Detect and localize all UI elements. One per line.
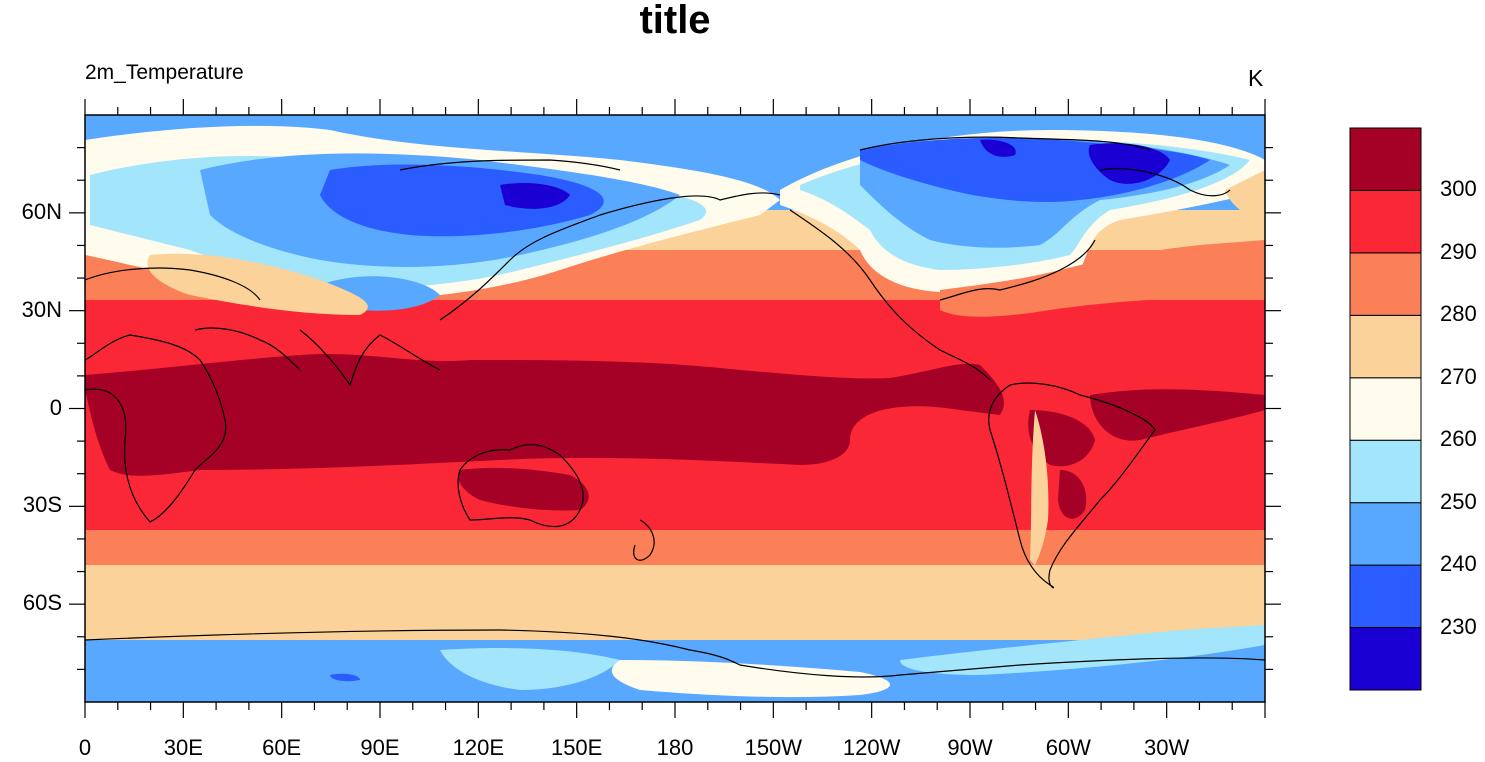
colorbar-label: 240 xyxy=(1440,551,1477,577)
lat-tick-label: 60N xyxy=(21,198,62,224)
lat-tick-label: 60S xyxy=(22,590,62,616)
lon-tick-label: 150E xyxy=(550,735,603,760)
axis-ticks xyxy=(69,99,1281,718)
colorbar-box xyxy=(1349,564,1422,629)
colorbar-box xyxy=(1349,502,1422,566)
lon-tick-label: 120E xyxy=(452,735,505,760)
colorbar-label: 300 xyxy=(1440,176,1477,202)
colorbar-box xyxy=(1349,314,1422,379)
lon-tick-label: 150W xyxy=(744,735,803,760)
colorbar xyxy=(1349,127,1422,691)
temperature-field xyxy=(85,115,1265,702)
lat-tick-label: 30N xyxy=(21,296,62,322)
colorbar-box xyxy=(1349,127,1422,191)
lon-tick-label: 90W xyxy=(947,735,993,760)
colorbar-label: 290 xyxy=(1440,238,1477,264)
colorbar-label: 250 xyxy=(1440,488,1477,514)
lat-tick-label: 0 xyxy=(49,394,62,420)
colorbar-label: 230 xyxy=(1440,613,1477,639)
lon-tick-label: 60E xyxy=(262,735,302,760)
colorbar-box xyxy=(1349,252,1422,316)
plot-title: title xyxy=(639,0,711,42)
lon-tick-label: 90E xyxy=(360,735,400,760)
lon-tick-label: 180 xyxy=(656,735,694,760)
lon-tick-label: 120W xyxy=(842,735,901,760)
colorbar-box xyxy=(1349,627,1422,691)
colorbar-label: 280 xyxy=(1440,301,1477,327)
lon-tick-label: 60W xyxy=(1045,735,1091,760)
colorbar-label: 270 xyxy=(1440,363,1477,389)
lon-tick-label: 0 xyxy=(78,735,92,760)
coastlines xyxy=(85,136,1265,678)
lat-tick-label: 30S xyxy=(22,492,62,518)
variable-name-label: 2m_Temperature xyxy=(85,61,244,84)
colorbar-box xyxy=(1349,377,1422,441)
units-label: K xyxy=(1248,65,1264,91)
colorbar-label: 260 xyxy=(1440,426,1477,452)
colorbar-box xyxy=(1349,439,1422,504)
lon-tick-label: 30E xyxy=(163,735,203,760)
colorbar-box xyxy=(1349,189,1422,254)
lon-tick-label: 30W xyxy=(1144,735,1190,760)
